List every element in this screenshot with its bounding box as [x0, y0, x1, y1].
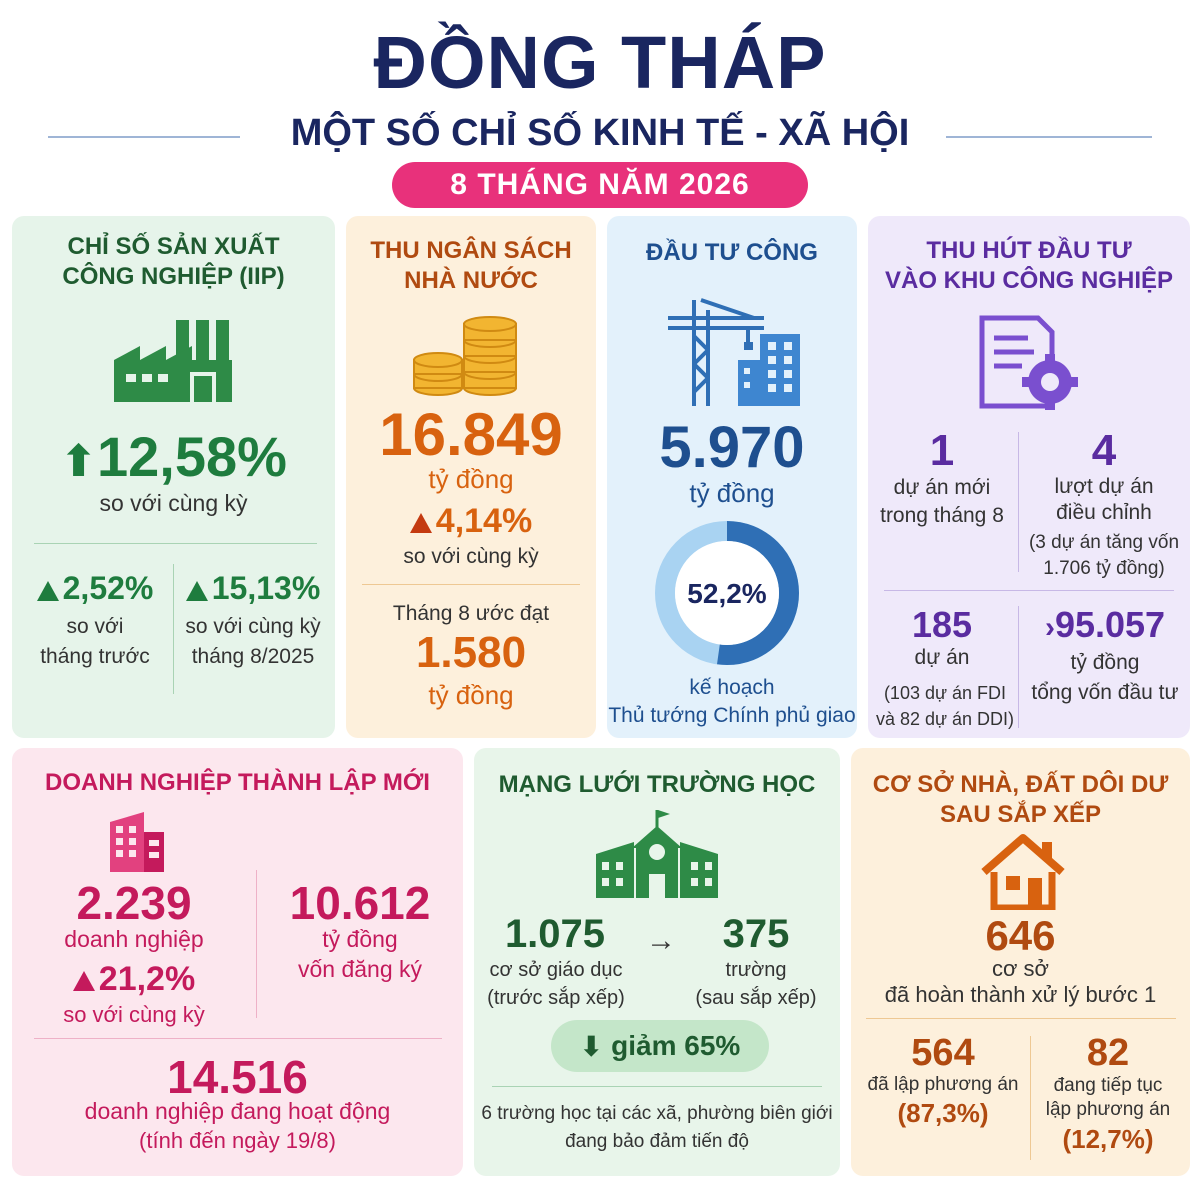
house-icon — [981, 834, 1065, 910]
divider — [492, 1086, 822, 1087]
th-after-label: trường (sau sắp xếp) — [695, 959, 817, 1009]
th-before-value: 1.075 — [504, 912, 606, 956]
divider — [256, 870, 257, 1018]
card-nha-dat — [851, 748, 1190, 1176]
iip-left-label: so với tháng trước — [40, 615, 150, 668]
dn-growth-label: so với cùng kỳ — [63, 1002, 205, 1027]
dn-capital-unit: tỷ đồng — [322, 926, 398, 952]
dau-tu-cong-note: kế hoạch Thủ tướng Chính phủ giao — [608, 676, 856, 727]
card-ngan-sach — [346, 216, 596, 738]
divider — [48, 136, 240, 138]
document-gear-icon — [979, 315, 1078, 410]
dau-tu-cong-value: 5.970 — [659, 415, 805, 480]
divider — [362, 584, 580, 585]
divider — [1030, 1036, 1031, 1160]
office-building-icon — [110, 812, 164, 872]
ngan-sach-growth-label: so với cùng kỳ — [403, 545, 539, 568]
arrow-up-icon: ⬆ — [60, 437, 97, 486]
dn-count-label: doanh nghiệp — [64, 926, 204, 952]
dn-count-value: 2.239 — [76, 877, 192, 929]
kcn-b-label: lượt dự án điều chỉnh — [1054, 475, 1154, 524]
dn-capital-value: 10.612 — [289, 877, 431, 929]
divider — [866, 1018, 1176, 1019]
page-title: ĐỒNG THÁP — [373, 21, 827, 104]
nd-right-label: đang tiếp tục lập phương án — [1045, 1075, 1171, 1120]
triangle-up-icon — [36, 580, 59, 601]
divider — [946, 136, 1152, 138]
kcn-title: THU HÚT ĐẦU TƯ VÀO KHU CÔNG NGHIỆP — [884, 237, 1174, 294]
kcn-a-value: 1 — [929, 426, 955, 475]
divider — [34, 1038, 442, 1039]
reduce-badge: ⬇ giảm 65% — [551, 1020, 769, 1072]
nd-value: 646 — [985, 912, 1056, 959]
nd-left-label: đã lập phương án — [867, 1074, 1019, 1095]
divider — [1018, 606, 1019, 728]
dn-growth-value: 21,2% — [34, 960, 234, 999]
iip-main-label: so với cùng kỳ — [99, 490, 248, 516]
truong-hoc-title: MẠNG LƯỚI TRƯỜNG HỌC — [498, 771, 816, 798]
ngan-sach-month-label: Tháng 8 ước đạt — [392, 602, 550, 625]
kcn-b-value: 4 — [1091, 426, 1117, 475]
iip-main-value: ⬆12,58% — [60, 425, 287, 488]
triangle-up-icon — [185, 580, 208, 601]
nha-dat-title: CƠ SỞ NHÀ, ĐẤT DÔI DƯ SAU SẮP XẾP — [872, 771, 1169, 828]
kcn-c-note: (103 dự án FDI và 82 dự án DDI) — [875, 683, 1015, 729]
donut-percent-label: 52,2% — [687, 578, 767, 609]
coins-icon — [413, 316, 517, 396]
dn-capital-label: vốn đăng ký — [297, 956, 423, 982]
card-kcn — [868, 216, 1190, 738]
ngan-sach-month-unit: tỷ đồng — [428, 680, 514, 710]
card-doanh-nghiep — [12, 748, 463, 1176]
ngan-sach-unit: tỷ đồng — [428, 464, 514, 494]
th-after-value: 375 — [722, 912, 790, 956]
kcn-a-label: dự án mới trong tháng 8 — [880, 476, 1004, 527]
nd-unit: cơ sở — [992, 956, 1049, 981]
triangle-up-icon — [409, 513, 432, 534]
factory-icon — [114, 320, 232, 402]
divider — [34, 543, 317, 544]
nd-right-pct: (12,7%) — [1062, 1124, 1154, 1154]
divider — [1018, 432, 1019, 572]
kcn-d-value: ›95.057 — [1044, 604, 1166, 645]
progress-donut — [655, 521, 799, 665]
th-note: 6 trường học tại các xã, phường biên giớ… — [481, 1103, 833, 1152]
kcn-c-value: 185 — [911, 604, 973, 645]
dn-active-value: 14.516 — [167, 1051, 308, 1103]
dau-tu-cong-unit: tỷ đồng — [689, 478, 775, 508]
nd-left-pct: (87,3%) — [897, 1098, 989, 1128]
kcn-c-label: dự án — [914, 646, 970, 669]
ngan-sach-month-value: 1.580 — [415, 628, 527, 677]
ngan-sach-value: 16.849 — [379, 401, 563, 468]
nd-right-value: 82 — [1086, 1032, 1130, 1074]
page-subtitle: MỘT SỐ CHỈ SỐ KINH TẾ - XÃ HỘI — [290, 112, 910, 154]
divider — [173, 564, 174, 694]
doanh-nghiep-title: DOANH NGHIỆP THÀNH LẬP MỚI — [45, 769, 430, 796]
arrow-down-icon: ⬇ — [579, 1030, 604, 1062]
ngan-sach-growth: 4,14% — [346, 502, 596, 541]
period-badge: 8 THÁNG NĂM 2026 — [392, 162, 808, 208]
iip-left-value: 2,52% — [20, 570, 170, 607]
crane-icon — [668, 298, 800, 406]
dn-active-note: (tính đến ngày 19/8) — [139, 1128, 336, 1153]
iip-right-value: 15,13% — [178, 570, 328, 607]
arrow-right-icon: → — [646, 924, 676, 957]
iip-right-label: so với cùng kỳ tháng 8/2025 — [185, 615, 321, 668]
dn-active-label: doanh nghiệp đang hoạt động — [84, 1098, 391, 1124]
divider — [884, 590, 1174, 591]
dau-tu-cong-title: ĐẦU TƯ CÔNG — [646, 239, 818, 266]
chevron-right-icon: › — [1044, 611, 1055, 644]
triangle-up-icon — [72, 971, 95, 992]
nd-left-value: 564 — [911, 1032, 975, 1074]
ngan-sach-title: THU NGÂN SÁCH NHÀ NƯỚC — [370, 237, 572, 294]
kcn-b-note: (3 dự án tăng vốn 1.706 tỷ đồng) — [1028, 532, 1180, 579]
nd-label: đã hoàn thành xử lý bước 1 — [884, 982, 1157, 1007]
school-icon — [596, 810, 718, 898]
iip-title: CHỈ SỐ SẢN XUẤT CÔNG NGHIỆP (IIP) — [62, 233, 285, 290]
th-before-label: cơ sở giáo dục (trước sắp xếp) — [487, 959, 625, 1009]
kcn-d-label: tỷ đồng tổng vốn đầu tư — [1031, 651, 1179, 704]
